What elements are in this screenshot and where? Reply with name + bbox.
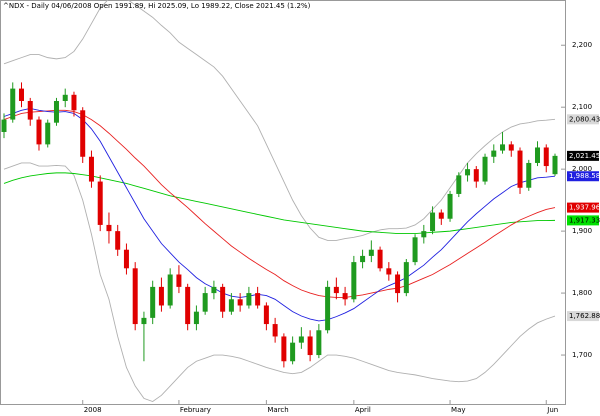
candle-body — [193, 311, 199, 325]
candle-body — [517, 150, 523, 188]
last-value-label: 2,080.43 — [569, 115, 600, 123]
indicator-line — [3, 0, 556, 241]
candle-body — [430, 212, 436, 232]
candle-body — [395, 274, 401, 294]
candle-body — [88, 156, 94, 182]
candle-body — [281, 336, 287, 362]
candle-body — [412, 237, 418, 263]
last-value-label: 1,988.58 — [569, 172, 600, 180]
candle-body — [53, 101, 59, 123]
candle-body — [325, 286, 331, 331]
candle-body — [158, 286, 164, 306]
candle-body — [403, 262, 409, 294]
candle-body — [377, 249, 383, 269]
candle-body — [45, 122, 51, 145]
candle-body — [167, 274, 173, 306]
last-value-label: 1,762.88 — [569, 312, 600, 320]
candle-body — [456, 175, 462, 194]
y-tick-label: 1,900 — [572, 227, 592, 235]
candle-body — [62, 94, 68, 101]
x-tick-label: May — [451, 406, 465, 414]
candle-body — [228, 299, 234, 312]
candle-body — [421, 231, 427, 238]
candle-body — [211, 286, 217, 294]
candle-body — [1, 119, 7, 132]
candle-body — [36, 119, 42, 145]
candle-body — [386, 268, 392, 275]
indicator-line — [3, 107, 556, 322]
last-value-box — [567, 311, 599, 322]
y-tick-label: 2,200 — [572, 41, 592, 49]
candle-body — [106, 224, 112, 232]
candle-body — [246, 293, 252, 306]
candle-body — [97, 181, 103, 225]
candle-body — [255, 293, 261, 306]
candle-body — [535, 147, 541, 163]
last-value-label: 2,021.45 — [569, 152, 600, 160]
y-tick-label: 1,700 — [572, 351, 592, 359]
candle-body — [333, 286, 339, 294]
indicator-line — [3, 109, 556, 298]
candle-body — [123, 249, 129, 269]
x-tick-label: February — [180, 406, 211, 414]
candle-body — [438, 212, 444, 219]
y-tick-label: 1,800 — [572, 289, 592, 297]
candle-body — [202, 293, 208, 312]
x-tick-label: Jun — [546, 406, 558, 414]
candle-body — [447, 193, 453, 219]
candle-body — [500, 144, 506, 151]
y-tick-label: 2,100 — [572, 103, 592, 111]
candle-body — [263, 305, 269, 325]
candle-body — [150, 286, 156, 318]
candle-body — [115, 231, 121, 250]
candle-body — [342, 293, 348, 300]
candle-body — [482, 156, 488, 182]
last-value-label: 1,917.33 — [569, 216, 600, 224]
last-value-box — [567, 114, 599, 125]
candle-body — [465, 169, 471, 176]
candle-body — [220, 286, 226, 312]
candle-body — [316, 330, 322, 356]
candle-body — [237, 299, 243, 306]
last-value-box — [567, 215, 599, 226]
x-tick-label: 2008 — [84, 406, 102, 414]
candle-body — [360, 255, 366, 263]
candle-body — [18, 88, 24, 101]
candle-body — [27, 101, 33, 120]
candle-body — [272, 324, 278, 337]
candle-body — [71, 94, 77, 111]
candle-body — [552, 155, 558, 175]
candle-body — [491, 150, 497, 157]
y-tick-label: 2,000 — [572, 165, 592, 173]
chart-title: ^NDX - Daily 04/06/2008 Open 1991.89, Hi… — [3, 2, 311, 10]
candle-body — [185, 286, 191, 325]
indicator-line — [3, 172, 556, 235]
last-value-box — [567, 171, 599, 182]
last-value-label: 1,937.96 — [569, 204, 600, 212]
candle-body — [351, 262, 357, 300]
candle-body — [141, 317, 147, 325]
candle-body — [526, 162, 532, 188]
candle-body — [132, 268, 138, 325]
candle-body — [298, 336, 304, 343]
indicator-line — [3, 162, 556, 403]
candle-body — [80, 110, 86, 157]
last-value-box — [567, 150, 599, 161]
candle-body — [176, 274, 182, 287]
candle-body — [290, 342, 296, 362]
x-tick-label: April — [355, 406, 371, 414]
candle-body — [508, 144, 514, 151]
candle-body — [307, 336, 313, 356]
candle-body — [368, 249, 374, 256]
candle-body — [10, 88, 16, 120]
candle-body — [473, 169, 479, 182]
last-value-box — [567, 202, 599, 213]
candle-body — [543, 147, 549, 167]
plot-area — [1, 0, 558, 403]
x-tick-label: March — [267, 406, 288, 414]
